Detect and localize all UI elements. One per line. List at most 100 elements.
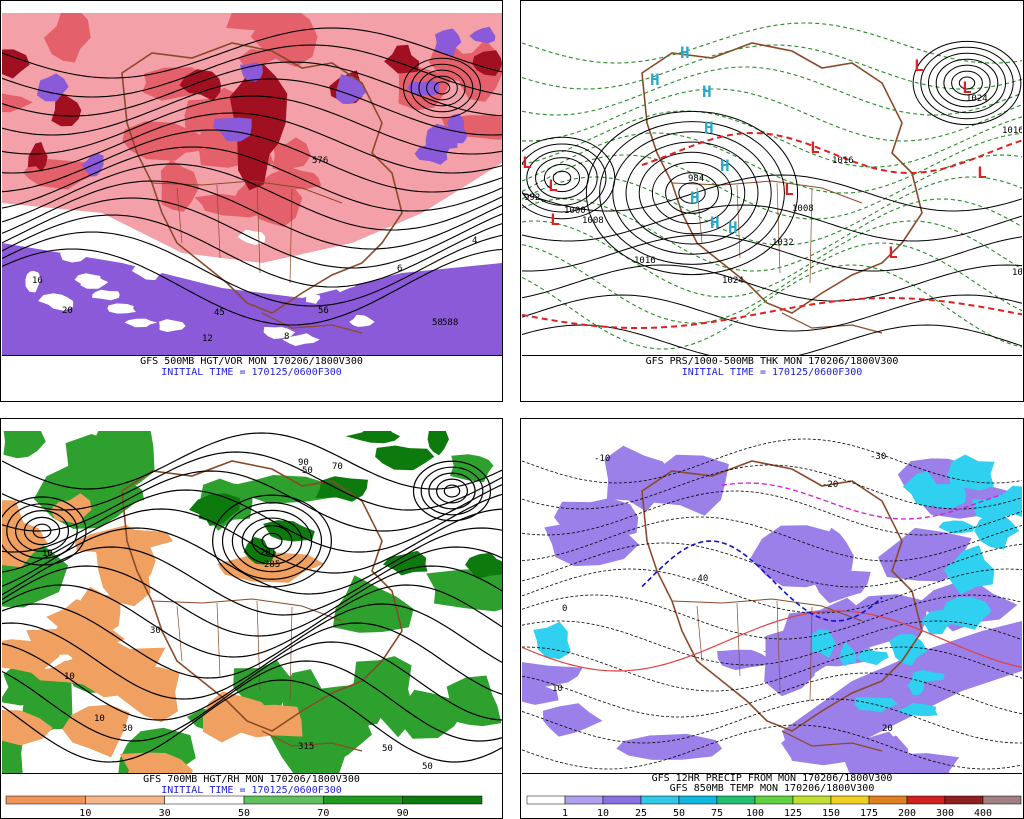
rh-height-contour <box>2 432 502 490</box>
vort-white-gap <box>80 275 109 289</box>
rh-dry-area <box>119 752 193 773</box>
precip-caption-temp: GFS 850MB TEMP MON 170206/1800V300 <box>669 783 875 794</box>
vort-height-contour <box>2 197 502 269</box>
vort-white-gap <box>124 318 158 328</box>
rh-height-contour <box>2 641 502 721</box>
vort-contour-label: 6 <box>397 264 402 274</box>
rh-dry-area <box>95 536 151 607</box>
vorticity-map[interactable]: 4 6 8 45 56 58 12 16 20 588 576 <box>2 13 502 356</box>
pressure-map[interactable]: H H H H H H H H L L L L L L L L L 992 1000 1008 1016 1024 984 1… <box>522 13 1022 356</box>
vort-red-patch <box>272 137 311 173</box>
rh-height-contour <box>2 546 502 616</box>
rh-saturated-area <box>383 550 428 576</box>
pcp-colorbar-swatch <box>792 795 832 805</box>
rh-field-label: 70 <box>332 462 343 472</box>
vort-max-patch <box>2 49 30 79</box>
pcp-moderate-precip-south <box>855 648 889 666</box>
pcp-temp-label: 10 <box>552 684 563 694</box>
rh-field-label: 30 <box>122 724 133 734</box>
pcp-temp-isotherm <box>522 724 1022 770</box>
prs-high-symbol: H <box>728 218 738 237</box>
vort-low-ring <box>403 57 481 119</box>
humidity-map[interactable]: 10 30 50 70 90 315 281 285 10 10 30 50 50 <box>2 431 502 774</box>
vort-purple-patch <box>469 26 496 44</box>
pcp-colorbar-swatch <box>716 795 756 805</box>
vort-purple-patch <box>407 80 441 96</box>
pcp-moderate-precip-south <box>840 641 857 667</box>
pcp-temp-label: -20 <box>822 480 838 490</box>
pcp-colorbar-swatch <box>982 795 1022 805</box>
pcp-cold-isotherm <box>641 540 883 622</box>
pcp-colorbar-label: 175 <box>860 808 878 819</box>
rh-colorbar-label: 30 <box>159 808 171 819</box>
prs-low-isobar <box>943 64 991 102</box>
pcp-moderate-precip <box>938 520 976 534</box>
vort-contour-label: 16 <box>32 276 43 286</box>
rh-height-contour <box>2 489 502 553</box>
prs-isobar <box>522 264 1022 302</box>
pcp-temp-label: -40 <box>692 574 708 584</box>
vort-contour-label: 20 <box>62 306 73 316</box>
rh-low-ring <box>221 502 323 580</box>
humidity-caption-init: INITIAL TIME = 170125/0600F300 <box>161 785 342 796</box>
vort-white-gap <box>349 314 375 327</box>
rh-field-label: 30 <box>150 626 161 636</box>
rh-moist-area <box>318 684 381 743</box>
prs-high-symbol: H <box>710 213 720 232</box>
rh-field-label: 285 <box>264 560 280 570</box>
rh-colorbar-swatch <box>85 795 165 805</box>
prs-high-symbol: H <box>690 188 700 207</box>
rh-dry-area <box>62 704 130 758</box>
vort-low-ring <box>426 75 458 101</box>
rh-dry-area <box>113 666 180 723</box>
vort-white-gap <box>92 289 120 301</box>
vort-coastline-gulf <box>261 312 363 334</box>
pcp-moderate-precip-south <box>912 670 945 682</box>
pressure-panel: H H H H H H H H L L L L L L L L L 992 1000 1008 1016 1024 984 1… <box>520 0 1024 402</box>
humidity-caption-title: GFS 700MB HGT/RH MON 170206/1800V300 <box>143 774 360 785</box>
rh-coastline <box>121 460 403 732</box>
vort-height-contour <box>2 95 502 155</box>
rh-field-label: 10 <box>94 714 105 724</box>
prs-low-isobar-west <box>543 163 581 193</box>
precip-map[interactable]: -10 -20 -30 0 10 20 -40 <box>522 431 1022 774</box>
vort-white-gap <box>107 303 136 314</box>
vort-negative-region <box>2 243 502 355</box>
rh-colorbar-label: 70 <box>317 808 329 819</box>
pcp-moderate-precip <box>941 597 992 630</box>
pcp-colorbar-label: 50 <box>673 808 685 819</box>
vort-red-patch <box>43 13 91 63</box>
pcp-colorbar-swatch <box>906 795 946 805</box>
rh-coastline-border <box>151 598 343 622</box>
vort-height-contour <box>2 248 502 326</box>
prs-low-isobar <box>920 46 1014 120</box>
prs-thickness-contour <box>522 66 1022 116</box>
prs-540-thickness <box>522 297 1022 329</box>
pcp-temp-isotherm <box>522 568 1022 614</box>
rh-low-ring-east <box>443 484 461 498</box>
pcp-colorbar-label: 200 <box>898 808 916 819</box>
pcp-coastline-gulf <box>781 730 883 752</box>
pcp-moderate-precip <box>947 454 995 491</box>
prs-thickness-contour <box>522 44 1022 90</box>
rh-field-label: 50 <box>302 466 313 476</box>
prs-high-isobar <box>638 151 746 235</box>
prs-high-isobar <box>612 131 772 255</box>
vort-red-patch <box>250 13 318 67</box>
pcp-temp-label: 20 <box>882 724 893 734</box>
rh-low-ring-west <box>23 516 61 546</box>
rh-colorbar-swatch <box>243 795 324 805</box>
vort-low-ring <box>433 81 451 95</box>
pcp-moderate-precip-west <box>533 621 571 660</box>
pcp-light-precip <box>818 527 854 588</box>
prs-isobar-label: 1024 <box>1012 268 1022 278</box>
prs-low-isobar <box>928 52 1006 114</box>
vort-max-patch <box>27 142 48 172</box>
precip-panel: -10 -20 -30 0 10 20 -40 GFS 12HR PRECIP FROM M… <box>520 418 1024 819</box>
rh-height-contour <box>2 679 502 763</box>
rh-low-ring <box>251 525 293 557</box>
prs-low-isobar <box>935 58 999 108</box>
rh-dry-area <box>217 552 325 583</box>
rh-colorbar-swatch <box>164 795 245 805</box>
vort-height-contour <box>2 44 502 98</box>
